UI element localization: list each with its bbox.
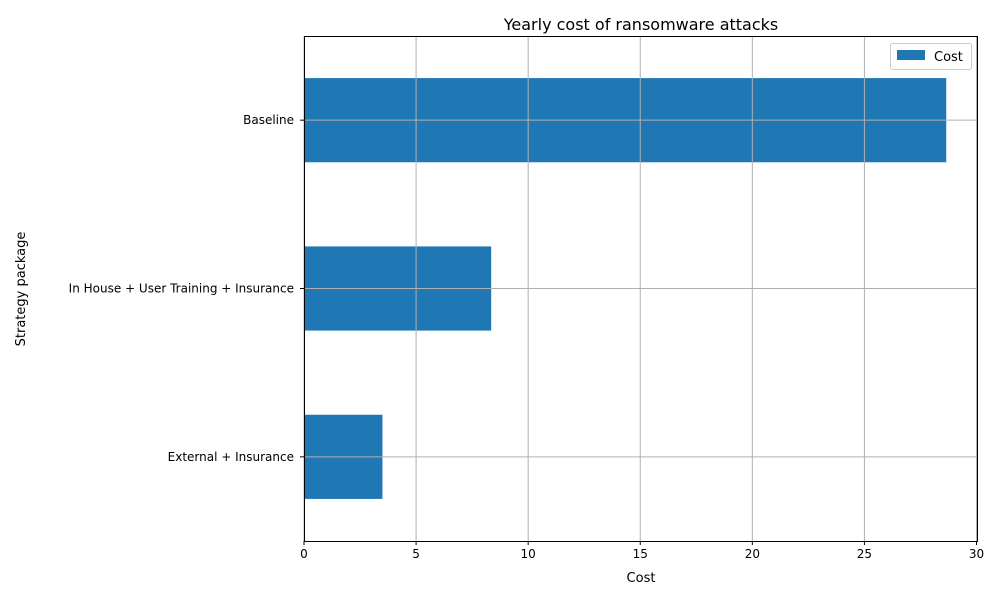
y-tick-label: In House + User Training + Insurance (69, 282, 294, 296)
x-tick-label: 20 (745, 547, 760, 561)
y-tick-label: External + Insurance (168, 450, 294, 464)
plot-frame (304, 36, 978, 542)
legend-swatch (897, 50, 925, 60)
x-tick-label: 5 (412, 547, 420, 561)
chart-title: Yearly cost of ransomware attacks (503, 15, 779, 34)
x-tick-label: 25 (857, 547, 872, 561)
y-axis-ticks: External + Insurance In House + User Trai… (69, 113, 304, 464)
legend: Cost (890, 43, 972, 70)
x-axis-ticks: 0 5 10 15 20 25 30 (300, 541, 984, 561)
x-tick-label: 0 (300, 547, 308, 561)
x-tick-label: 30 (969, 547, 984, 561)
y-axis-label: Strategy package (14, 232, 29, 347)
x-tick-label: 10 (521, 547, 536, 561)
x-tick-label: 15 (633, 547, 648, 561)
y-tick-label: Baseline (243, 113, 294, 127)
x-axis-label: Cost (627, 571, 656, 586)
legend-label: Cost (934, 50, 963, 65)
grid-layer (303, 36, 977, 541)
